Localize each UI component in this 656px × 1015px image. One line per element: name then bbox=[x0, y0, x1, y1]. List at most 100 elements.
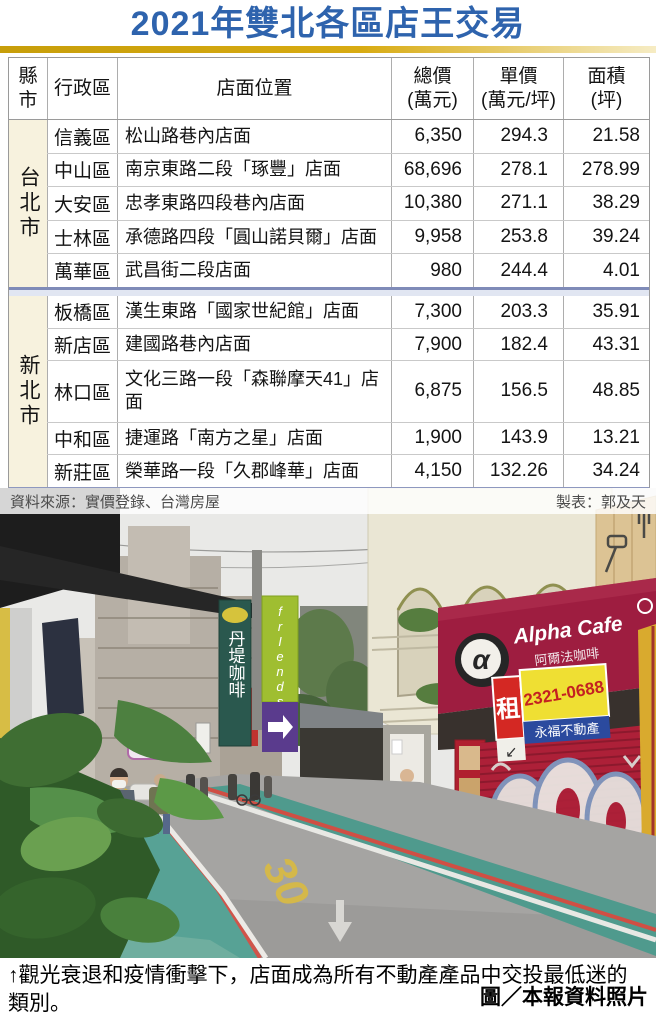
section-divider bbox=[9, 287, 649, 296]
cell-location: 榮華路一段「久郡峰華」店面 bbox=[117, 455, 391, 487]
header-district-label: 行政區 bbox=[53, 77, 111, 99]
cell-unit-price: 294.3 bbox=[473, 120, 563, 153]
table-row: 中和區 捷運路「南方之星」店面 1,900 143.9 13.21 bbox=[47, 421, 649, 455]
table-row: 中山區 南京東路二段「琢豐」店面 68,696 278.1 278.99 bbox=[47, 152, 649, 187]
header-total-price-line2: (萬元) bbox=[407, 89, 458, 111]
dante-coffee-sign: 丹堤咖啡 bbox=[218, 599, 252, 747]
cell-area: 48.85 bbox=[563, 361, 649, 422]
sign-scaffold bbox=[252, 550, 262, 730]
data-source-text: 資料來源：實價登錄、台灣房屋 bbox=[10, 493, 221, 511]
cell-district: 萬華區 bbox=[47, 254, 117, 287]
cell-area: 39.24 bbox=[563, 220, 649, 254]
friends-arrow-icon bbox=[268, 715, 293, 739]
cell-district: 中和區 bbox=[47, 422, 117, 455]
cell-total-price: 7,900 bbox=[391, 328, 473, 361]
table-row: 信義區 松山路巷內店面 6,350 294.3 21.58 bbox=[47, 120, 649, 153]
rows: 信義區 松山路巷內店面 6,350 294.3 21.58 中山區 南京東路二段「琢豐」店面… bbox=[47, 120, 649, 287]
caption-text: ↑觀光衰退和疫情衝擊下，店面成為所有不動產產品中交投最低迷的類別。 bbox=[8, 964, 628, 1015]
rent-banner: 租 2321-0688 永福不動產 ↙ bbox=[491, 662, 611, 762]
cell-total-price: 1,900 bbox=[391, 422, 473, 455]
photo-credit: 圖／本報資料照片 bbox=[480, 986, 648, 1009]
header-area-line1: 面積 bbox=[587, 65, 626, 87]
cell-district: 中山區 bbox=[47, 153, 117, 187]
cell-location: 建國路巷內店面 bbox=[117, 328, 391, 361]
cell-area: 21.58 bbox=[563, 120, 649, 153]
metal-roof bbox=[300, 703, 383, 734]
photo-caption: ↑觀光衰退和疫情衝擊下，店面成為所有不動產產品中交投最低迷的類別。 圖／本報資料… bbox=[0, 958, 656, 1015]
header-total-price-line1: 總價 bbox=[413, 65, 452, 87]
gold-divider-bar bbox=[0, 46, 656, 53]
cell-district: 士林區 bbox=[47, 220, 117, 254]
friends-sign: frIends bbox=[261, 595, 299, 752]
header-city: 縣 市 bbox=[9, 58, 47, 119]
cell-total-price: 980 bbox=[391, 254, 473, 287]
page-title: 2021年雙北各區店王交易 bbox=[130, 5, 526, 43]
table-row: 萬華區 武昌街二段店面 980 244.4 4.01 bbox=[47, 253, 649, 287]
header-city-line2: 市 bbox=[18, 89, 38, 111]
table-row: 新莊區 榮華路一段「久郡峰華」店面 4,150 132.26 34.24 bbox=[47, 454, 649, 487]
header-location-label: 店面位置 bbox=[216, 77, 293, 99]
cell-location: 捷運路「南方之星」店面 bbox=[117, 422, 391, 455]
city-cell: 台北市 bbox=[9, 120, 47, 287]
header-location: 店面位置 bbox=[117, 58, 391, 119]
cell-unit-price: 271.1 bbox=[473, 187, 563, 220]
cell-total-price: 9,958 bbox=[391, 220, 473, 254]
cell-district: 新莊區 bbox=[47, 455, 117, 487]
source-bar: 資料來源：實價登錄、台灣房屋 製表：郭及天 bbox=[0, 488, 656, 514]
road-arrow-marking bbox=[328, 900, 352, 942]
bicycle bbox=[236, 794, 261, 806]
cell-location: 南京東路二段「琢豐」店面 bbox=[117, 153, 391, 187]
friends-sign-text: frIends bbox=[273, 604, 288, 709]
header-area-line2: (坪) bbox=[590, 89, 623, 111]
city-cell: 新北市 bbox=[9, 296, 47, 487]
cell-location: 承德路四段「圓山諾貝爾」店面 bbox=[117, 220, 391, 254]
header-total-price: 總價 (萬元) bbox=[391, 58, 473, 119]
header-unit-price: 單價 (萬元/坪) bbox=[473, 58, 563, 119]
store-king-table: 縣 市 行政區 店面位置 總價 (萬元) 單價 (萬元/坪) 面積 (坪) 台北… bbox=[8, 57, 650, 490]
header-unit-price-line2: (萬元/坪) bbox=[481, 89, 556, 111]
realty-banner-text: 永福不動產 bbox=[534, 721, 600, 740]
cell-total-price: 68,696 bbox=[391, 153, 473, 187]
table-row: 士林區 承德路四段「圓山諾貝爾」店面 9,958 253.8 39.24 bbox=[47, 219, 649, 254]
city-label: 台北市 bbox=[17, 166, 40, 241]
cell-unit-price: 143.9 bbox=[473, 422, 563, 455]
dante-sign-text: 丹堤咖啡 bbox=[226, 630, 246, 698]
cell-area: 38.29 bbox=[563, 187, 649, 220]
cell-district: 新店區 bbox=[47, 328, 117, 361]
cell-area: 35.91 bbox=[563, 296, 649, 328]
cell-area: 34.24 bbox=[563, 455, 649, 487]
cell-area: 4.01 bbox=[563, 254, 649, 287]
cell-unit-price: 203.3 bbox=[473, 296, 563, 328]
street-photo-art: 丹堤咖啡 frIends bbox=[0, 488, 656, 958]
cell-location: 漢生東路「國家世紀館」店面 bbox=[117, 296, 391, 328]
cell-unit-price: 156.5 bbox=[473, 361, 563, 422]
cell-unit-price: 244.4 bbox=[473, 254, 563, 287]
rows: 板橋區 漢生東路「國家世紀館」店面 7,300 203.3 35.91 新店區 建國路巷內店… bbox=[47, 296, 649, 487]
cell-total-price: 10,380 bbox=[391, 187, 473, 220]
foreground-plants bbox=[0, 700, 224, 958]
rent-character: 租 bbox=[495, 695, 521, 724]
cell-unit-price: 253.8 bbox=[473, 220, 563, 254]
cell-area: 278.99 bbox=[563, 153, 649, 187]
city-label: 新北市 bbox=[17, 354, 40, 429]
cell-district: 信義區 bbox=[47, 120, 117, 153]
table-section-1: 新北市 板橋區 漢生東路「國家世紀館」店面 7,300 203.3 35.91 新店區 建國路… bbox=[9, 296, 649, 487]
cell-total-price: 4,150 bbox=[391, 455, 473, 487]
header-district: 行政區 bbox=[47, 58, 117, 119]
cell-area: 13.21 bbox=[563, 422, 649, 455]
cell-total-price: 7,300 bbox=[391, 296, 473, 328]
cell-district: 大安區 bbox=[47, 187, 117, 220]
table-credit-text: 製表：郭及天 bbox=[555, 493, 646, 511]
cell-district: 林口區 bbox=[47, 361, 117, 422]
table-row: 新店區 建國路巷內店面 7,900 182.4 43.31 bbox=[47, 327, 649, 361]
table-section-0: 台北市 信義區 松山路巷內店面 6,350 294.3 21.58 中山區 南京東路二段「琢豐… bbox=[9, 120, 649, 287]
cell-location: 文化三路一段「森聯摩天41」店面 bbox=[117, 361, 391, 422]
cell-total-price: 6,350 bbox=[391, 120, 473, 153]
right-sidewalk-strip bbox=[201, 784, 656, 956]
cell-total-price: 6,875 bbox=[391, 361, 473, 422]
cell-unit-price: 182.4 bbox=[473, 328, 563, 361]
cell-unit-price: 132.26 bbox=[473, 455, 563, 487]
street-photo: 資料來源：實價登錄、台灣房屋 製表：郭及天 bbox=[0, 488, 656, 958]
alpha-logo-icon: α bbox=[472, 644, 491, 675]
